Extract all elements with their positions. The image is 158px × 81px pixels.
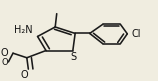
Text: S: S xyxy=(71,52,77,62)
Text: O: O xyxy=(1,58,8,67)
Text: Cl: Cl xyxy=(131,29,141,39)
Text: O: O xyxy=(21,70,28,80)
Text: H₂N: H₂N xyxy=(14,25,32,35)
Text: O: O xyxy=(1,48,8,58)
